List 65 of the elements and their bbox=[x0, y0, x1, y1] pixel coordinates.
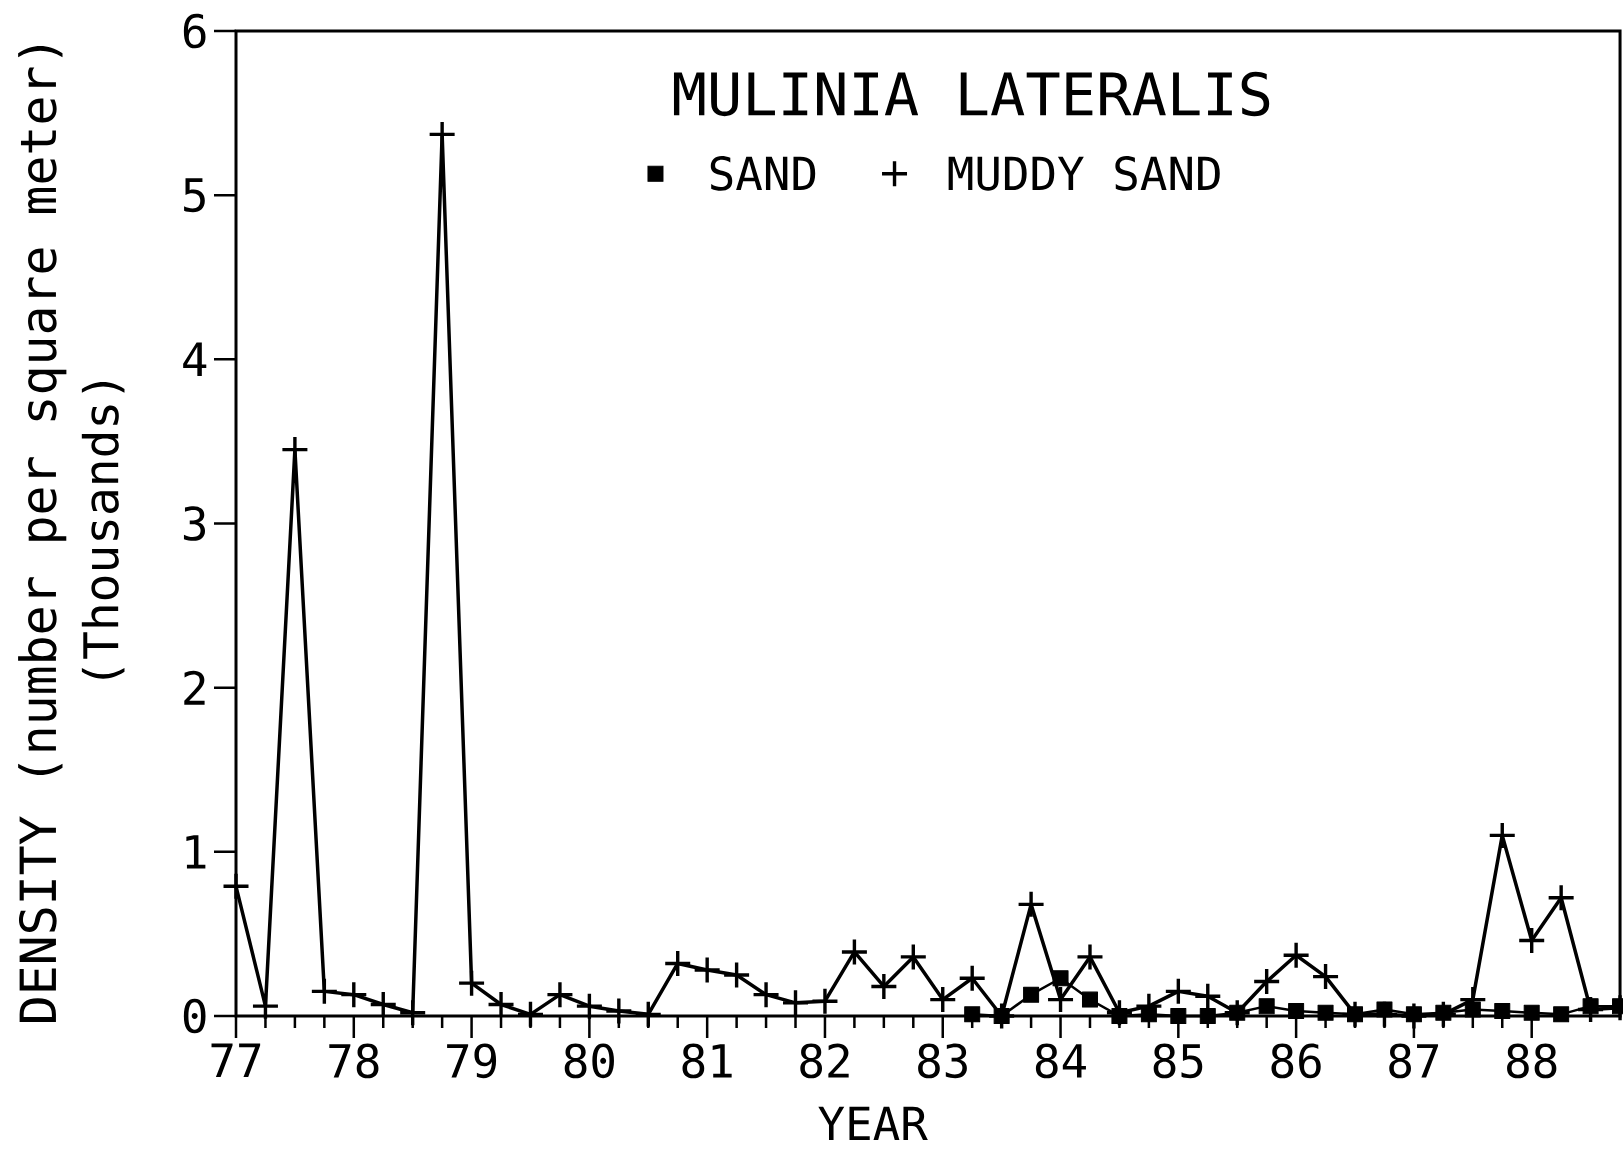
point bbox=[694, 957, 720, 983]
point bbox=[1111, 1008, 1128, 1024]
x-axis-title: YEAR bbox=[818, 1106, 928, 1141]
point bbox=[1052, 970, 1069, 987]
point bbox=[223, 873, 249, 899]
point bbox=[1548, 885, 1574, 911]
x-tick-label: 87 bbox=[1389, 1043, 1439, 1079]
point bbox=[1258, 998, 1275, 1015]
point bbox=[783, 990, 809, 1016]
point bbox=[547, 982, 573, 1008]
x-tick-label: 81 bbox=[682, 1043, 732, 1079]
y-tick-label: 0 bbox=[183, 998, 206, 1034]
point bbox=[429, 121, 455, 147]
point bbox=[841, 939, 867, 965]
point bbox=[1553, 1006, 1570, 1023]
y-tick-label: 4 bbox=[183, 342, 207, 377]
point bbox=[1317, 1004, 1334, 1021]
y-tick-label: 6 bbox=[183, 13, 206, 49]
x-tick-label: 85 bbox=[1153, 1043, 1203, 1079]
x-tick-label: 78 bbox=[329, 1043, 379, 1079]
y-tick-label: 5 bbox=[184, 178, 205, 213]
x-tick-label: 79 bbox=[447, 1043, 497, 1079]
y-tick-label: 2 bbox=[184, 670, 205, 705]
point bbox=[1199, 1008, 1216, 1024]
point bbox=[1170, 1008, 1187, 1024]
point bbox=[1140, 1006, 1157, 1023]
point bbox=[1283, 942, 1309, 968]
point bbox=[1077, 944, 1103, 970]
y-axis-title: DENSITY (number per square meter) bbox=[18, 46, 67, 1022]
point bbox=[1435, 1004, 1452, 1021]
point bbox=[576, 993, 602, 1019]
point bbox=[900, 944, 926, 970]
point bbox=[753, 982, 779, 1008]
x-tick-label: 77 bbox=[211, 1043, 261, 1077]
text: (Thousands) bbox=[81, 382, 125, 679]
x-tick-label: 82 bbox=[800, 1043, 849, 1079]
point bbox=[606, 998, 632, 1024]
point bbox=[1582, 998, 1599, 1015]
x-tick-label: 86 bbox=[1271, 1043, 1321, 1079]
point bbox=[724, 962, 750, 988]
point bbox=[459, 970, 485, 996]
x-tick-label: 88 bbox=[1507, 1043, 1557, 1079]
x-tick-label: 83 bbox=[918, 1043, 967, 1079]
x-tick-label: 84 bbox=[1035, 1043, 1086, 1079]
point bbox=[964, 1006, 981, 1023]
point bbox=[812, 988, 838, 1014]
point bbox=[252, 993, 278, 1019]
point bbox=[1288, 1003, 1305, 1020]
point bbox=[1081, 991, 1098, 1008]
x-tick-label: 80 bbox=[564, 1043, 614, 1079]
point bbox=[1405, 1006, 1422, 1023]
point bbox=[871, 973, 897, 999]
text: MULINIA LATERALIS bbox=[673, 71, 1270, 117]
legend-label: SAND bbox=[710, 156, 816, 191]
point bbox=[488, 992, 514, 1018]
legend-label: MUDDY SAND bbox=[948, 156, 1220, 191]
point bbox=[1376, 1001, 1393, 1018]
point bbox=[1464, 1001, 1481, 1018]
point bbox=[1523, 1004, 1540, 1021]
y-tick-label: 3 bbox=[183, 506, 206, 541]
point bbox=[1023, 986, 1040, 1003]
point bbox=[959, 965, 985, 991]
point bbox=[1018, 891, 1044, 917]
point bbox=[1494, 1003, 1511, 1020]
y-tick-label: 1 bbox=[186, 835, 206, 869]
